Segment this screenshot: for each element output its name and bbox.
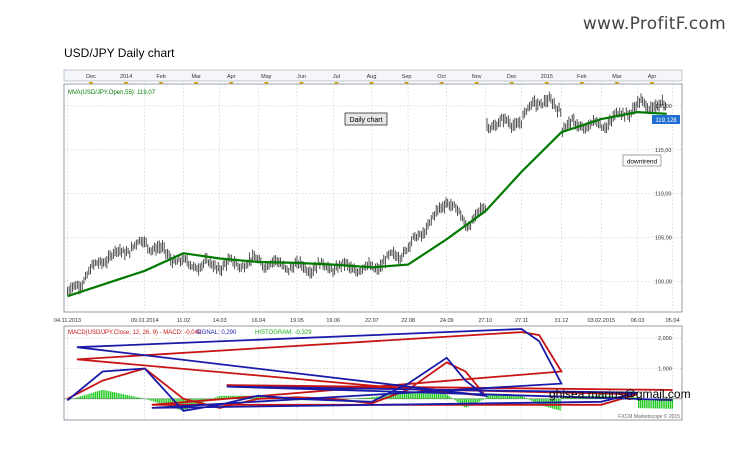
signal-indicator-label: SIGNAL: 0,290 <box>196 330 237 336</box>
x-tick-label: 04.11.2013 <box>54 318 81 324</box>
month-marker <box>579 82 585 85</box>
month-marker <box>404 82 410 85</box>
month-label: Apr <box>227 74 236 80</box>
month-strip: Dec 2014 Feb Mar Apr May Jun Jul Aug Sep Oct Nov Dec… <box>63 69 683 85</box>
x-tick-label: 03.02.2015 <box>587 318 615 324</box>
price-y-tick-label: 105,00 <box>655 235 672 241</box>
month-label: May <box>261 74 272 80</box>
month-label: Mar <box>191 74 201 80</box>
month-label: Jul <box>333 74 340 80</box>
x-tick-label: 24.09 <box>440 318 454 324</box>
annotation-trend-label: downtrend <box>627 159 658 166</box>
macd-panel: 2,000 1,000 0,000 MACD(USD/JPY.Close, 12, … <box>63 325 691 421</box>
price-y-tick-label: 120,00 <box>655 104 672 110</box>
annotation-box-label: Daily chart <box>349 117 382 124</box>
price-panel: 100,00 105,00 110,00 115,00 120,00 MVA(USD/J… <box>63 83 683 313</box>
month-label: Mar <box>612 74 622 80</box>
month-label: Aug <box>367 74 377 80</box>
site-logo: www.ProfitF.com <box>582 14 726 34</box>
macd-y-tick-label: 2,000 <box>658 336 672 342</box>
x-tick-label: 22.07 <box>365 318 379 324</box>
month-marker <box>298 82 304 85</box>
month-label: Feb <box>577 74 586 80</box>
month-label: Sep <box>402 74 412 80</box>
month-label: Nov <box>472 74 482 80</box>
x-tick-label: 16.04 <box>251 318 265 324</box>
price-y-tick-label: 115,00 <box>655 148 671 154</box>
annotation-box-frame <box>344 112 388 126</box>
macd-series-line <box>66 328 673 412</box>
month-marker <box>649 82 655 85</box>
x-tick-label: 06.03 <box>631 318 645 324</box>
macd-indicator-label: MACD(USD/JPY.Close, 12, 26, 9) - MACD: -… <box>68 330 202 336</box>
histogram-indicator-label: HISTOGRAM: -0,329 <box>255 330 312 336</box>
month-marker <box>614 82 620 85</box>
watermark-email: ghisea.marius@gmail.com <box>549 387 691 401</box>
current-price-box <box>652 115 680 124</box>
macd-y-tick-label: 1,000 <box>658 366 672 372</box>
month-label: Oct <box>437 74 446 80</box>
mva-series-line <box>67 110 667 298</box>
page-title: USD/JPY Daily chart <box>64 46 175 60</box>
month-marker <box>333 82 339 85</box>
month-marker <box>263 82 269 85</box>
price-y-tick-label: 110,00 <box>655 192 671 198</box>
month-label: Feb <box>156 74 165 80</box>
month-marker <box>228 82 234 85</box>
macd-panel-frame <box>63 325 683 421</box>
month-marker <box>439 82 445 85</box>
month-marker <box>474 82 480 85</box>
month-label: Apr <box>648 74 657 80</box>
month-marker <box>544 82 550 85</box>
x-tick-label: 09.01.2014 <box>131 318 159 324</box>
mva-indicator-label: MVA(USD/JPY.Open,55): 119,07 <box>68 90 156 96</box>
month-marker <box>88 82 94 85</box>
month-label: 2014 <box>120 74 132 80</box>
month-marker <box>509 82 515 85</box>
month-marker <box>369 82 374 85</box>
month-marker <box>158 82 164 85</box>
x-tick-label: 27.10 <box>478 318 492 324</box>
copyright-label: FXCM Marketscope © 2015 <box>618 413 680 420</box>
month-label: Jun <box>297 74 306 80</box>
x-tick-label: 19.06 <box>326 318 340 324</box>
x-tick-label: 31.12 <box>555 318 569 324</box>
month-label: Dec <box>86 74 96 80</box>
x-tick-label: 11.02 <box>177 318 190 324</box>
x-axis-labels: 04.11.2013 09.01.2014 11.02 14.03 16.04 19.05… <box>54 318 680 324</box>
macd-y-tick-label: 0,000 <box>658 397 672 403</box>
current-price-label: 119,128 <box>655 118 677 124</box>
x-tick-label: 22.08 <box>401 318 415 324</box>
month-label: Dec <box>507 74 517 80</box>
x-tick-label: 05.04 <box>666 318 680 324</box>
x-tick-label: 27.11 <box>515 318 528 324</box>
month-marker <box>123 82 129 85</box>
annotation-trend-frame <box>622 154 662 167</box>
x-tick-label: 19.05 <box>290 318 304 324</box>
month-marker <box>193 82 199 85</box>
x-tick-label: 14.03 <box>213 318 227 324</box>
price-y-tick-label: 100,00 <box>655 279 672 285</box>
month-label: 2015 <box>541 74 553 80</box>
